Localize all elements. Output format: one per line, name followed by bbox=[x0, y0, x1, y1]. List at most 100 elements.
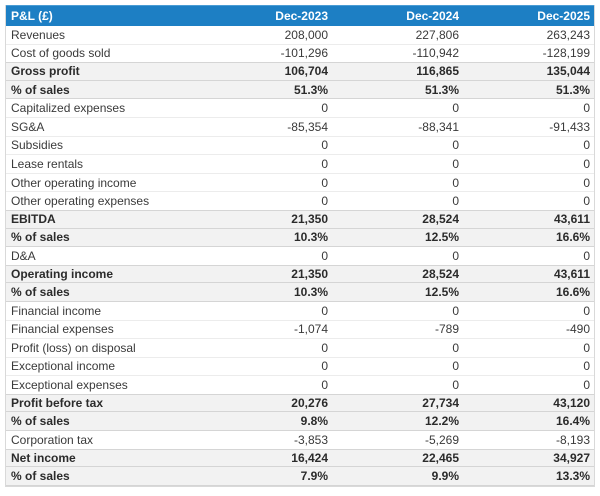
row-value: 20,276 bbox=[291, 396, 328, 411]
row-value: 116,865 bbox=[416, 64, 459, 79]
row-value: 135,044 bbox=[546, 64, 590, 79]
row-value: 0 bbox=[583, 359, 590, 374]
row-value: -110,942 bbox=[412, 46, 459, 61]
row-value: 0 bbox=[321, 378, 328, 393]
row-value: 0 bbox=[321, 303, 328, 318]
row-value: 0 bbox=[452, 194, 459, 209]
row-label: Gross profit bbox=[11, 64, 80, 79]
row-value: 13.3% bbox=[555, 469, 590, 484]
row-value: 227,806 bbox=[415, 27, 459, 42]
row-value: 43,611 bbox=[553, 212, 590, 227]
row-value: 28,524 bbox=[422, 267, 459, 282]
row-value: 0 bbox=[452, 175, 459, 190]
row-value: 0 bbox=[583, 248, 590, 263]
row-value: 9.8% bbox=[300, 414, 328, 429]
table-row: Subsidies 0 0 0 bbox=[6, 136, 594, 156]
table-row: Other operating income 0 0 0 bbox=[6, 173, 594, 193]
row-value: -88,341 bbox=[418, 119, 459, 134]
row-value: 0 bbox=[452, 101, 459, 116]
row-value: 0 bbox=[452, 156, 459, 171]
row-value: 0 bbox=[583, 378, 590, 393]
row-label: Profit before tax bbox=[11, 396, 104, 411]
row-value: 0 bbox=[583, 156, 590, 171]
row-label: Net income bbox=[11, 450, 76, 465]
column-header-dec-2023: Dec-2023 bbox=[275, 8, 328, 23]
row-value: -101,296 bbox=[280, 46, 328, 61]
row-value: 0 bbox=[583, 138, 590, 153]
row-value: 21,350 bbox=[291, 212, 328, 227]
row-value: 0 bbox=[583, 175, 590, 190]
table-row: Operating income 21,350 28,524 43,611 bbox=[6, 264, 594, 284]
row-value: -5,269 bbox=[424, 432, 459, 447]
row-value: -128,199 bbox=[542, 46, 590, 61]
table-row: Cost of goods sold -101,296 -110,942 -128,1… bbox=[6, 44, 594, 64]
row-label: % of sales bbox=[11, 230, 70, 245]
row-value: 16.4% bbox=[555, 414, 590, 429]
row-value: -3,853 bbox=[293, 432, 328, 447]
row-label: Financial income bbox=[11, 303, 102, 318]
row-value: 0 bbox=[321, 138, 328, 153]
table-row: Other operating expenses 0 0 0 bbox=[6, 192, 594, 211]
row-label: % of sales bbox=[11, 285, 70, 300]
row-value: 12.5% bbox=[424, 230, 459, 245]
row-value: 0 bbox=[321, 156, 328, 171]
row-value: 51.3% bbox=[424, 82, 459, 97]
row-value: -91,433 bbox=[549, 119, 590, 134]
row-value: 0 bbox=[321, 359, 328, 374]
row-label: Capitalized expenses bbox=[11, 101, 126, 116]
row-label: Lease rentals bbox=[11, 156, 84, 171]
row-label: Cost of goods sold bbox=[11, 46, 111, 61]
table-row: Profit before tax 20,276 27,734 43,120 bbox=[6, 393, 594, 413]
row-value: 16,424 bbox=[291, 450, 328, 465]
table-row: Financial income 0 0 0 bbox=[6, 301, 594, 321]
table-row: % of sales 51.3% 51.3% 51.3% bbox=[6, 80, 594, 100]
row-label: Revenues bbox=[11, 27, 66, 42]
table-row: Revenues 208,000 227,806 263,243 bbox=[6, 26, 594, 45]
row-value: 28,524 bbox=[422, 212, 459, 227]
table-row: D&A 0 0 0 bbox=[6, 247, 594, 266]
row-value: 51.3% bbox=[293, 82, 328, 97]
row-value: 0 bbox=[452, 303, 459, 318]
row-value: -85,354 bbox=[287, 119, 328, 134]
table-row: Gross profit 106,704 116,865 135,044 bbox=[6, 62, 594, 81]
row-label: D&A bbox=[11, 248, 36, 263]
row-value: 27,734 bbox=[422, 396, 459, 411]
table-row: % of sales 7.9% 9.9% 13.3% bbox=[6, 467, 594, 486]
table-row: Lease rentals 0 0 0 bbox=[6, 155, 594, 174]
row-label: % of sales bbox=[11, 469, 70, 484]
table-row: Net income 16,424 22,465 34,927 bbox=[6, 448, 594, 468]
table-row: Capitalized expenses 0 0 0 bbox=[6, 99, 594, 118]
row-label: Other operating expenses bbox=[11, 194, 150, 209]
row-value: 208,000 bbox=[284, 27, 328, 42]
row-value: 0 bbox=[583, 340, 590, 355]
row-value: 22,465 bbox=[422, 450, 459, 465]
table-row: Profit (loss) on disposal 0 0 0 bbox=[6, 339, 594, 358]
row-value: 0 bbox=[321, 248, 328, 263]
row-value: 10.3% bbox=[293, 285, 328, 300]
table-row: SG&A -85,354 -88,341 -91,433 bbox=[6, 117, 594, 137]
column-header-dec-2024: Dec-2024 bbox=[406, 8, 459, 23]
row-value: 0 bbox=[452, 359, 459, 374]
row-label: EBITDA bbox=[11, 212, 56, 227]
row-value: 16.6% bbox=[555, 230, 590, 245]
row-value: 106,704 bbox=[284, 64, 328, 79]
row-value: 16.6% bbox=[555, 285, 590, 300]
row-value: 0 bbox=[583, 101, 590, 116]
row-value: -1,074 bbox=[293, 322, 328, 337]
table-row: EBITDA 21,350 28,524 43,611 bbox=[6, 209, 594, 229]
row-value: 0 bbox=[452, 340, 459, 355]
row-value: -490 bbox=[565, 322, 590, 337]
pnl-table: P&L (£) Dec-2023 Dec-2024 Dec-2025 Reven… bbox=[5, 5, 595, 487]
row-value: -789 bbox=[434, 322, 459, 337]
row-value: 21,350 bbox=[291, 267, 328, 282]
row-value: 0 bbox=[321, 194, 328, 209]
row-value: 0 bbox=[583, 194, 590, 209]
row-value: 0 bbox=[321, 175, 328, 190]
table-row: % of sales 10.3% 12.5% 16.6% bbox=[6, 228, 594, 248]
row-value: 51.3% bbox=[555, 82, 590, 97]
table-header-row: P&L (£) Dec-2023 Dec-2024 Dec-2025 bbox=[6, 5, 594, 26]
row-label: Operating income bbox=[11, 267, 114, 282]
table-body: Revenues 208,000 227,806 263,243 Cost of goo… bbox=[6, 26, 594, 486]
row-value: 0 bbox=[583, 303, 590, 318]
